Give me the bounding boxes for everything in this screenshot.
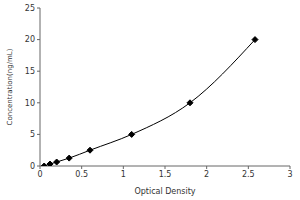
svg-text:5: 5 (30, 130, 35, 139)
svg-text:Optical Density: Optical Density (134, 187, 195, 196)
svg-text:2: 2 (204, 170, 209, 179)
svg-text:25: 25 (25, 4, 35, 13)
svg-text:0: 0 (37, 170, 42, 179)
svg-text:1: 1 (121, 170, 126, 179)
svg-text:15: 15 (25, 67, 35, 76)
svg-text:10: 10 (25, 99, 35, 108)
svg-text:20: 20 (25, 35, 35, 44)
svg-text:1.5: 1.5 (159, 170, 172, 179)
svg-text:Concentration(ng/mL): Concentration(ng/mL) (8, 48, 14, 125)
svg-text:2.5: 2.5 (242, 170, 255, 179)
svg-text:3: 3 (287, 170, 292, 179)
svg-text:0: 0 (30, 162, 35, 171)
svg-text:0.5: 0.5 (75, 170, 88, 179)
